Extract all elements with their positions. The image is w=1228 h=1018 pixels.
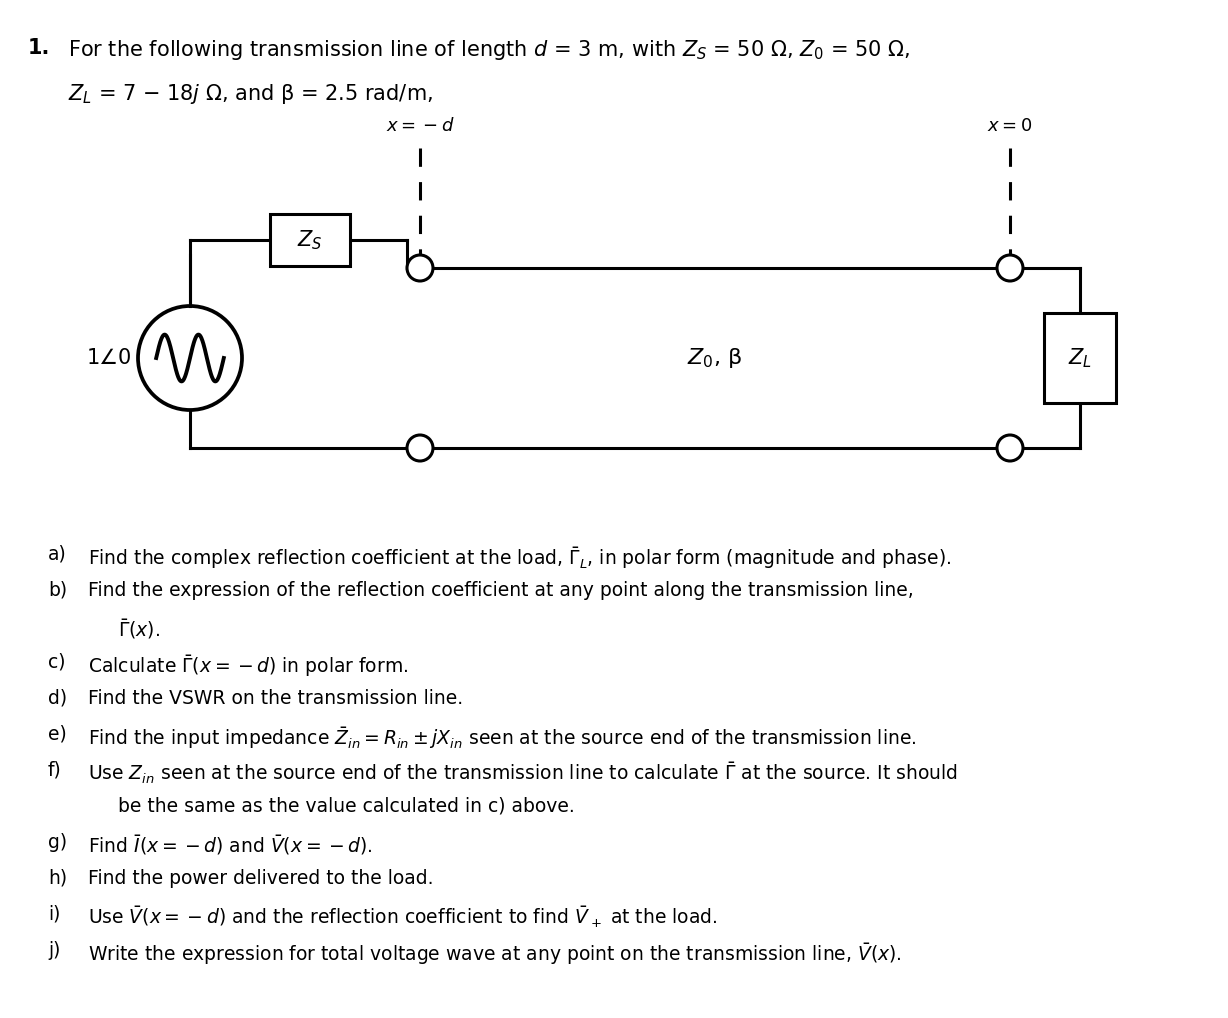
Text: b): b) xyxy=(48,581,68,600)
Text: Calculate $\bar{\Gamma}(x = -d)$ in polar form.: Calculate $\bar{\Gamma}(x = -d)$ in pola… xyxy=(88,653,409,679)
Text: h): h) xyxy=(48,869,68,888)
Text: i): i) xyxy=(48,905,60,924)
Circle shape xyxy=(997,435,1023,461)
Text: be the same as the value calculated in c) above.: be the same as the value calculated in c… xyxy=(118,797,575,816)
Bar xyxy=(270,214,350,266)
Text: e): e) xyxy=(48,725,66,744)
Text: c): c) xyxy=(48,653,65,672)
Circle shape xyxy=(406,435,433,461)
Text: Write the expression for total voltage wave at any point on the transmission lin: Write the expression for total voltage w… xyxy=(88,941,901,967)
Text: For the following transmission line of length $d$ = 3 m, with $Z_S$ = 50 Ω, $Z_0: For the following transmission line of l… xyxy=(68,38,910,62)
Text: Find $\bar{I}(x = -d)$ and $\bar{V}(x = -d)$.: Find $\bar{I}(x = -d)$ and $\bar{V}(x = … xyxy=(88,833,372,857)
Text: Find the expression of the reflection coefficient at any point along the transmi: Find the expression of the reflection co… xyxy=(88,581,914,600)
Text: $x = -d$: $x = -d$ xyxy=(386,117,454,135)
Text: Use $Z_{in}$ seen at the source end of the transmission line to calculate $\bar{: Use $Z_{in}$ seen at the source end of t… xyxy=(88,761,958,786)
Text: $Z_0$, β: $Z_0$, β xyxy=(688,346,743,370)
Text: a): a) xyxy=(48,545,66,564)
Text: Find the input impedance $\bar{Z}_{in} = R_{in} \pm jX_{in}$ seen at the source : Find the input impedance $\bar{Z}_{in} =… xyxy=(88,725,916,751)
Text: j): j) xyxy=(48,941,60,960)
Text: Find the complex reflection coefficient at the load, $\bar{\Gamma}_L$, in polar : Find the complex reflection coefficient … xyxy=(88,545,952,571)
Text: $\bar{\Gamma}(x)$.: $\bar{\Gamma}(x)$. xyxy=(118,617,160,641)
Text: d): d) xyxy=(48,689,68,708)
Text: Find the VSWR on the transmission line.: Find the VSWR on the transmission line. xyxy=(88,689,463,708)
Circle shape xyxy=(406,254,433,281)
Text: Use $\bar{V}(x = -d)$ and the reflection coefficient to find $\bar{V}_+$ at the : Use $\bar{V}(x = -d)$ and the reflection… xyxy=(88,905,717,930)
Text: $x = 0$: $x = 0$ xyxy=(987,117,1033,135)
Text: $Z_S$: $Z_S$ xyxy=(297,228,323,251)
Text: 1∠0: 1∠0 xyxy=(87,348,131,367)
Text: g): g) xyxy=(48,833,68,852)
Circle shape xyxy=(997,254,1023,281)
Text: 1.: 1. xyxy=(28,38,50,58)
Text: $Z_L$ = 7 − 18$j$ Ω, and β = 2.5 rad/m,: $Z_L$ = 7 − 18$j$ Ω, and β = 2.5 rad/m, xyxy=(68,82,433,106)
Text: $Z_L$: $Z_L$ xyxy=(1068,346,1092,370)
Text: Find the power delivered to the load.: Find the power delivered to the load. xyxy=(88,869,433,888)
Bar xyxy=(1044,313,1116,403)
Text: f): f) xyxy=(48,761,61,780)
